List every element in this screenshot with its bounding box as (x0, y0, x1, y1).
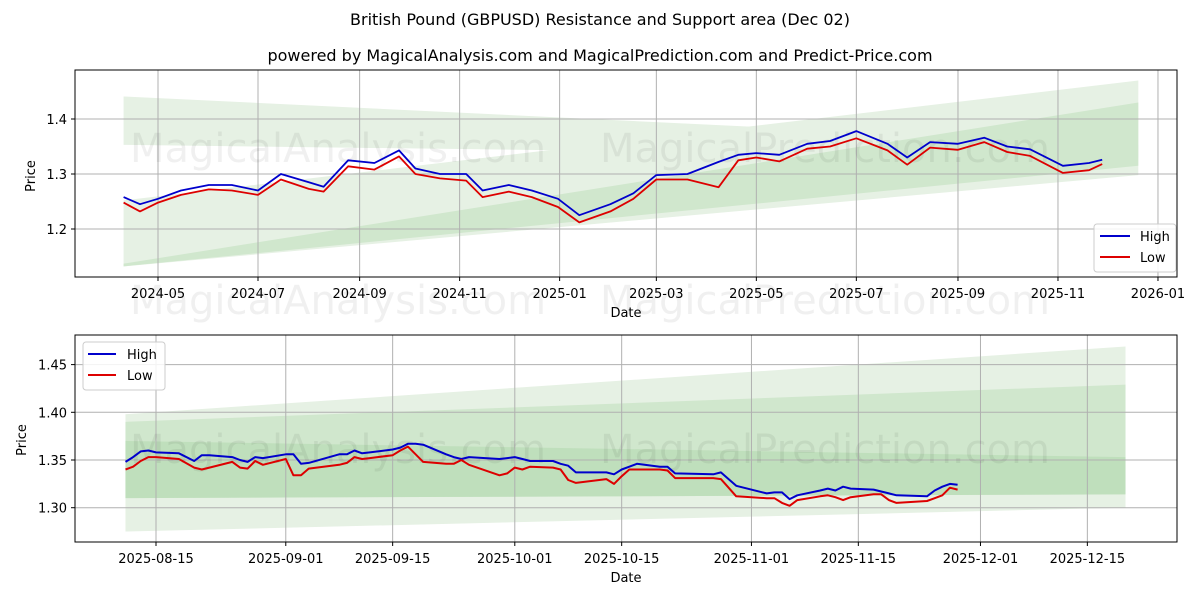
x-tick-label: 2025-01 (532, 287, 586, 302)
x-tick-label: 2025-12-15 (1050, 552, 1126, 567)
watermark-text: MagicalPrediction.com (600, 126, 1050, 172)
top-legend[interactable]: High Low (1093, 223, 1177, 273)
bottom-grid (75, 335, 1177, 542)
x-tick-label: 2026-01 (1131, 287, 1185, 302)
watermark-text: MagicalPrediction.com (600, 427, 1050, 473)
top-axes-ticks: 2024-05 2024-07 2024-09 2024-11 2025-01 2025-… (46, 113, 1185, 302)
series-high-line (124, 442, 958, 501)
top-watermark: MagicalAnalysis.com MagicalPrediction.com… (130, 126, 1050, 324)
x-tick-label: 2024-09 (332, 287, 386, 302)
top-price-lines (123, 130, 1103, 224)
y-tick-label: 1.2 (46, 223, 67, 238)
x-tick-label: 2025-09-01 (248, 552, 324, 567)
top-y-axis-label: Price (24, 160, 39, 192)
bottom-support-resistance-bands (125, 346, 1126, 532)
bottom-axes-ticks: 2025-08-15 2025-09-01 2025-09-15 2025-10-01… (38, 359, 1125, 567)
bottom-price-lines (124, 442, 958, 507)
x-tick-label: 2025-07 (829, 287, 883, 302)
top-support-resistance-bands (123, 80, 1139, 267)
bottom-plot-frame (74, 334, 1178, 543)
band-inner (125, 440, 1126, 499)
top-chart: MagicalAnalysis.com MagicalPrediction.com… (24, 69, 1185, 324)
x-tick-label: 2025-11 (1031, 287, 1085, 302)
x-tick-label: 2025-09 (931, 287, 985, 302)
y-tick-label: 1.30 (38, 502, 67, 517)
bottom-x-axis-label: Date (610, 571, 641, 586)
y-tick-label: 1.40 (38, 406, 67, 421)
series-high-line (123, 130, 1103, 217)
x-tick-label: 2025-08-15 (118, 552, 194, 567)
y-tick-label: 1.3 (46, 168, 67, 183)
x-tick-label: 2025-11-15 (821, 552, 897, 567)
legend-high-label: High (1140, 230, 1170, 245)
x-tick-label: 2025-10-15 (584, 552, 660, 567)
watermark-text: MagicalAnalysis.com (130, 278, 546, 324)
x-tick-label: 2025-12-01 (943, 552, 1019, 567)
x-tick-label: 2025-10-01 (477, 552, 553, 567)
x-tick-label: 2024-11 (432, 287, 486, 302)
band-support_outer (123, 80, 1139, 267)
x-tick-label: 2025-09-15 (355, 552, 431, 567)
legend-low-label: Low (1140, 251, 1166, 266)
chart-title: British Pound (GBPUSD) Resistance and Su… (350, 10, 850, 29)
bottom-chart: MagicalAnalysis.com MagicalPrediction.com… (15, 334, 1178, 586)
legend-low-label: Low (127, 369, 153, 384)
x-tick-label: 2025-03 (629, 287, 683, 302)
series-low-line (125, 445, 958, 507)
legend-high-label: High (127, 348, 157, 363)
chart-subtitle: powered by MagicalAnalysis.com and Magic… (267, 46, 933, 65)
y-tick-label: 1.45 (38, 359, 67, 374)
x-tick-label: 2025-05 (729, 287, 783, 302)
bottom-y-axis-label: Price (15, 424, 30, 456)
series-low-line (123, 137, 1103, 224)
y-tick-label: 1.35 (38, 454, 67, 469)
top-x-axis-label: Date (610, 306, 641, 321)
x-tick-label: 2024-07 (231, 287, 285, 302)
watermark-text: MagicalAnalysis.com (130, 126, 546, 172)
watermark-text: MagicalPrediction.com (600, 278, 1050, 324)
x-tick-label: 2025-11-01 (714, 552, 790, 567)
bottom-legend[interactable]: High Low (82, 341, 166, 391)
y-tick-label: 1.4 (46, 113, 67, 128)
x-tick-label: 2024-05 (131, 287, 185, 302)
